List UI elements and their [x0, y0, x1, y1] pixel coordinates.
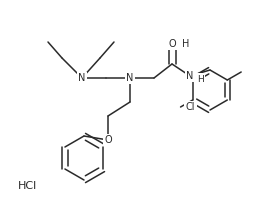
- Text: H: H: [182, 39, 190, 49]
- Text: O: O: [168, 39, 176, 49]
- Text: HCl: HCl: [18, 181, 37, 191]
- Text: Cl: Cl: [186, 102, 195, 112]
- Text: N: N: [126, 73, 134, 83]
- Text: N: N: [78, 73, 86, 83]
- Text: N: N: [186, 71, 194, 81]
- Text: O: O: [104, 135, 112, 145]
- Text: H: H: [197, 74, 203, 83]
